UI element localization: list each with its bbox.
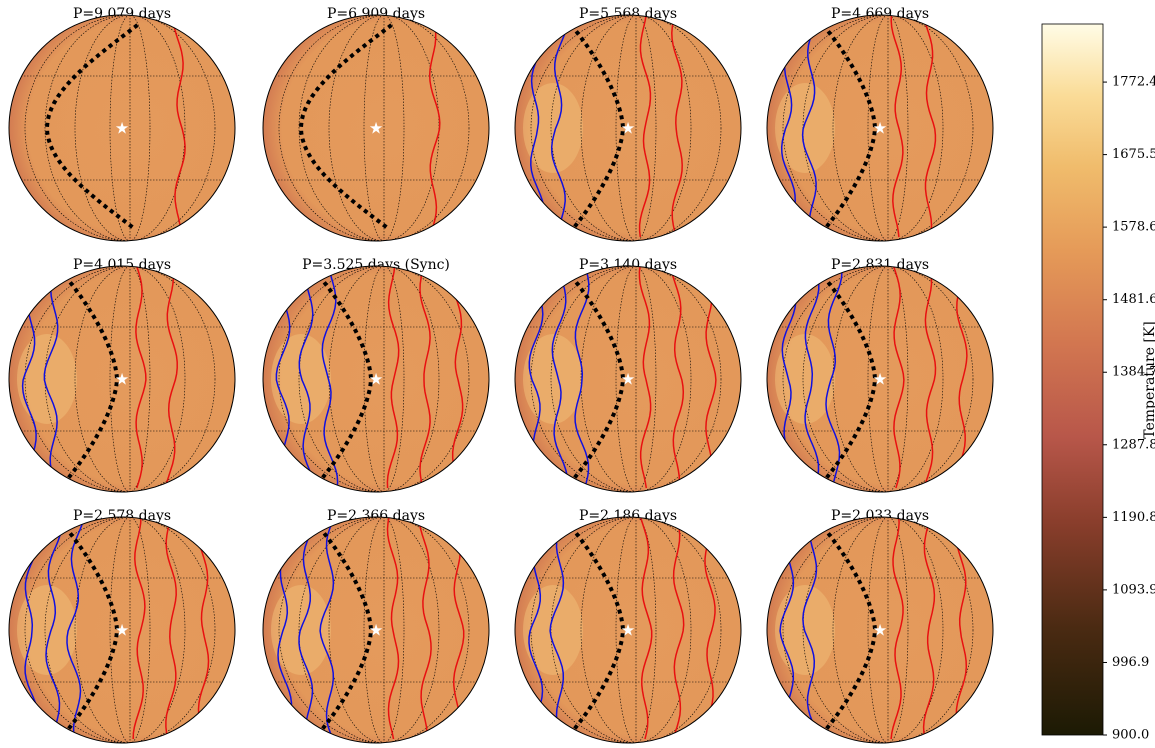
colorbar-tick-label: 996.9 [1112,655,1149,670]
colorbar [1042,24,1103,735]
colorbar-tick-label: 1287.8 [1112,437,1155,452]
substellar-star: ★ [873,119,887,138]
substellar-star: ★ [369,119,383,138]
substellar-star: ★ [621,119,635,138]
substellar-star: ★ [115,119,129,138]
colorbar-tick-label: 1578.6 [1112,220,1155,235]
colorbar-tick-label: 1384.7 [1112,365,1155,380]
substellar-star: ★ [621,621,635,640]
hot-spot [775,83,835,173]
colorbar-tick-label: 1190.8 [1112,510,1155,525]
figure: P=9.079 days★P=6.909 days★P=5.568 days★P… [0,0,1155,744]
substellar-star: ★ [115,621,129,640]
colorbar-tick-label: 1772.4 [1112,75,1155,90]
substellar-star: ★ [873,370,887,389]
colorbar-tick-label: 1093.9 [1112,582,1155,597]
substellar-star: ★ [369,370,383,389]
hot-spot [17,334,77,424]
substellar-star: ★ [873,621,887,640]
panels: P=9.079 days★P=6.909 days★P=5.568 days★P… [9,6,993,743]
substellar-star: ★ [115,370,129,389]
substellar-star: ★ [369,621,383,640]
substellar-star: ★ [621,370,635,389]
colorbar-tick-label: 900.0 [1112,728,1149,743]
hot-spot [523,585,583,675]
colorbar-tick-label: 1481.6 [1112,292,1155,307]
colorbar-label: Temperature [K] [1142,321,1155,439]
colorbar-tick-label: 1675.5 [1112,147,1155,162]
